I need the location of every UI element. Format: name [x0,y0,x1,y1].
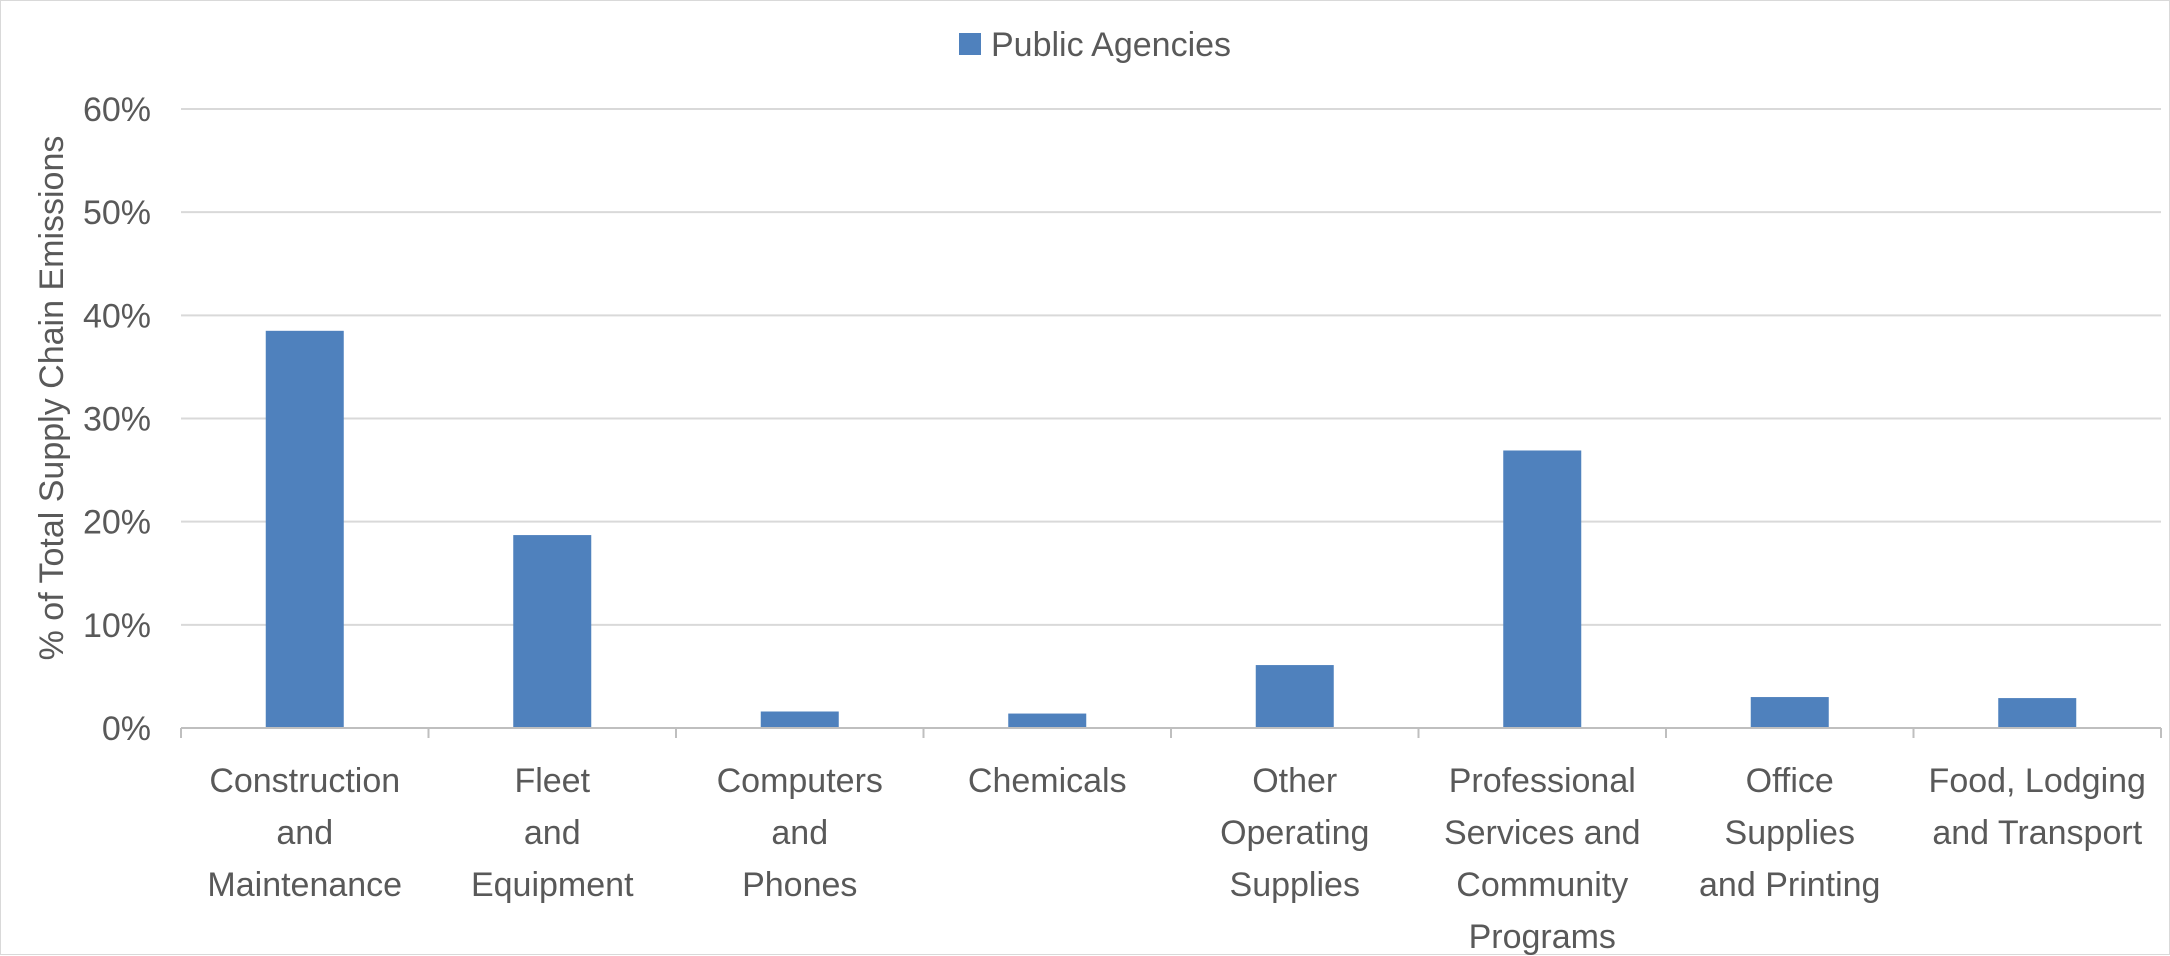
category-label: Food, Lodging and Transport [1929,762,2146,852]
y-tick-labels: 0% 10% 20% 30% 40% 50% 60% [83,91,151,748]
category-label-line: Construction [209,762,400,800]
bar [1503,450,1582,728]
y-tick-label: 0% [102,710,151,748]
legend-swatch [959,33,981,55]
category-label-line: Computers [717,762,883,800]
category-label: Fleet and Equipment [471,762,634,904]
category-label-line: and Transport [1932,814,2142,852]
category-label-line: Other [1252,762,1337,800]
category-label-line: Supplies [1230,866,1360,904]
category-label: Other Operating Supplies [1220,762,1369,904]
y-tick-label: 30% [83,401,151,439]
category-label-line: Phones [742,866,857,904]
category-label-line: Supplies [1725,814,1855,852]
y-tick-label: 50% [83,194,151,232]
bar [1008,713,1087,728]
category-label-line: Professional [1449,762,1636,800]
y-tick-label: 10% [83,607,151,645]
bar [513,535,592,728]
category-labels: Construction and Maintenance Fleet and Equipm… [207,762,2146,956]
category-label-line: Community [1456,866,1628,904]
bar [760,711,839,728]
category-label-line: Equipment [471,866,634,904]
category-label: Construction and Maintenance [207,762,402,904]
category-label: Office Supplies and Printing [1699,762,1880,904]
category-label: Professional Services and Community Program… [1444,762,1641,956]
bar [1255,665,1334,728]
bar [265,330,344,728]
category-label-line: Office [1746,762,1834,800]
y-tick-label: 60% [83,91,151,129]
category-label-line: Programs [1469,918,1616,956]
y-axis-title: % of Total Supply Chain Emissions [33,136,71,661]
legend: Public Agencies [959,26,1231,64]
category-label-line: Operating [1220,814,1369,852]
category-label: Computers and Phones [717,762,883,904]
category-label-line: and Printing [1699,866,1880,904]
legend-label: Public Agencies [991,26,1231,64]
gridlines [181,108,2161,626]
category-label-line: Maintenance [207,866,402,904]
category-label-line: and [524,814,581,852]
category-label-line: Services and [1444,814,1641,852]
bar [1750,697,1829,728]
bars [265,330,2077,728]
category-label: Chemicals [968,762,1127,800]
category-label-line: and [276,814,333,852]
axes [180,727,2162,738]
category-label-line: Fleet [514,762,590,800]
category-label-line: and [771,814,828,852]
category-label-line: Chemicals [968,762,1127,800]
y-tick-label: 40% [83,297,151,335]
y-tick-label: 20% [83,504,151,542]
category-label-line: Food, Lodging [1929,762,2146,800]
bar [1998,698,2077,728]
